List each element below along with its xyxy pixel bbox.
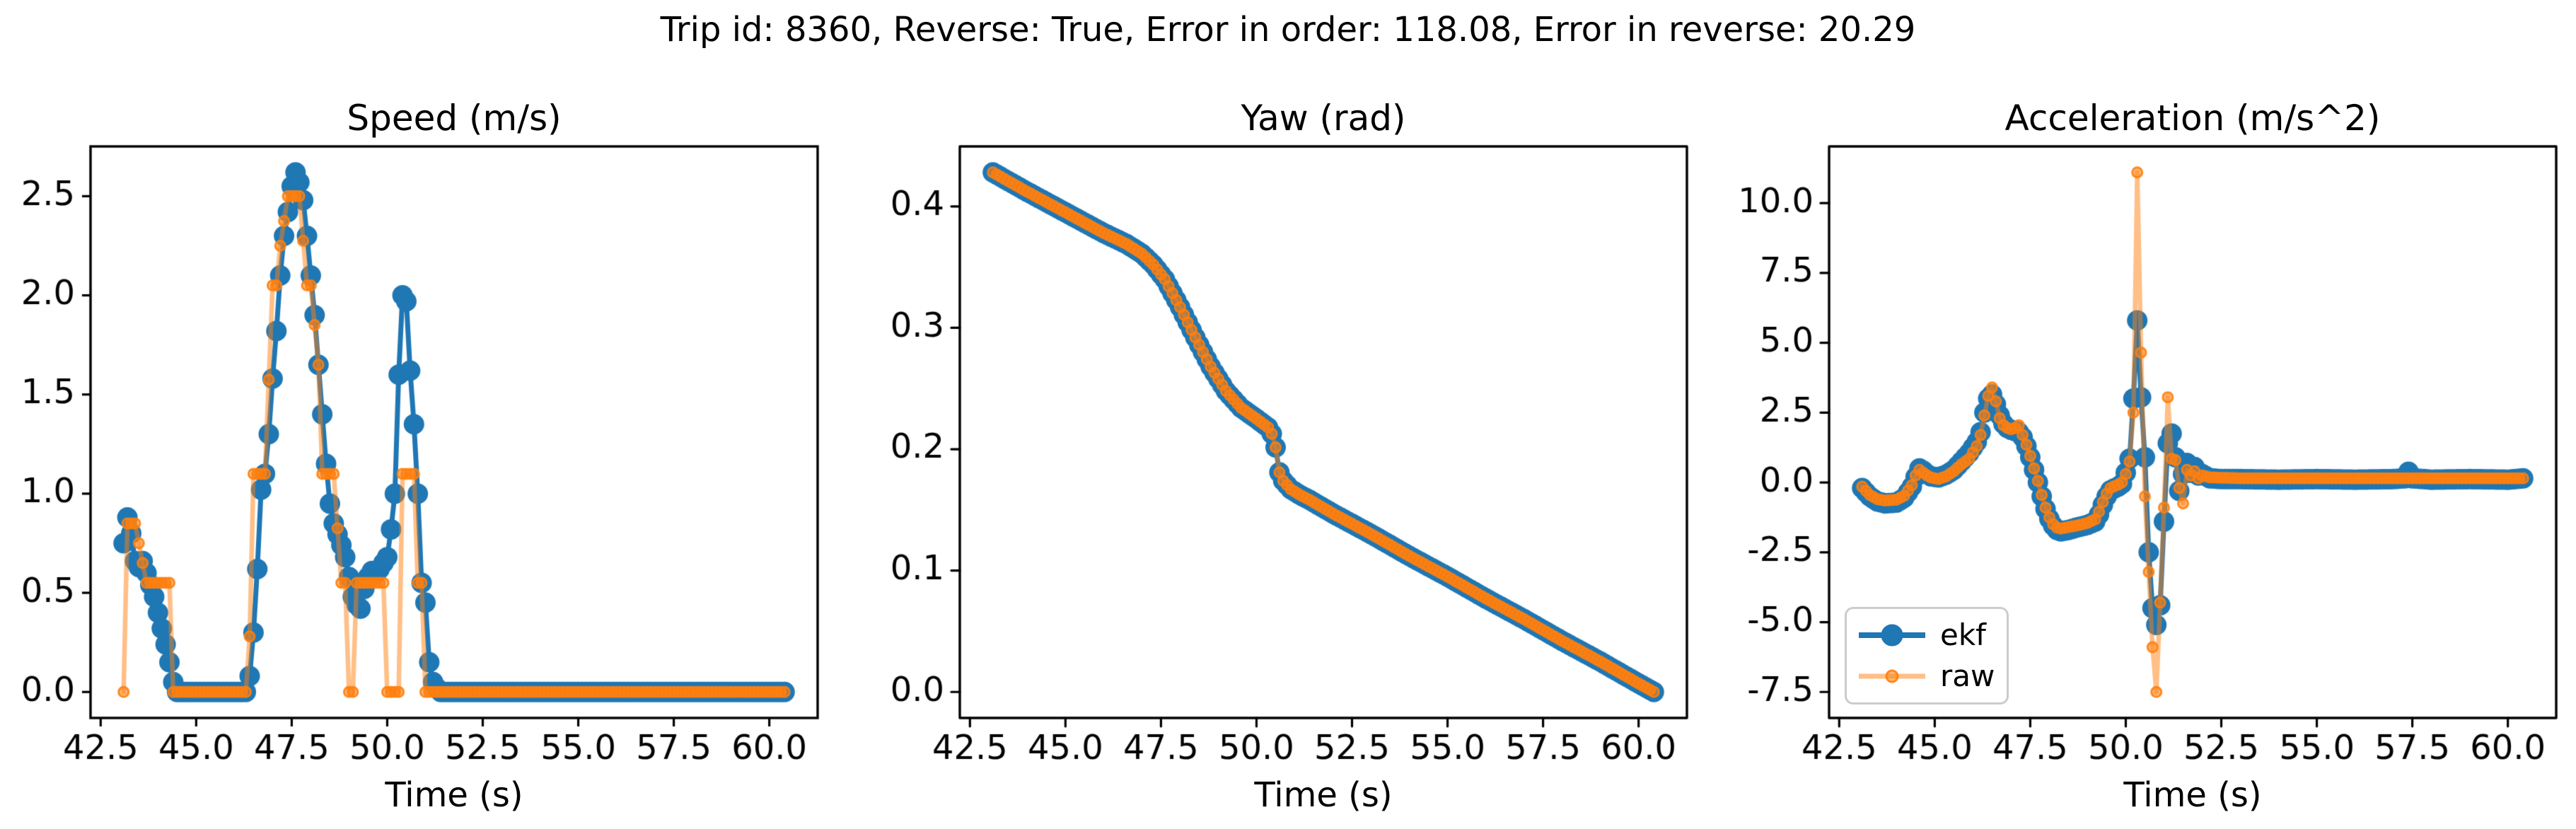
legend-entry-ekf: ekf [1857,620,1997,651]
legend-entry-raw: raw [1857,661,1997,692]
xaxis-label-acceleration: Time (s) [2123,775,2262,815]
legend: ekf raw [1845,607,2009,705]
xaxis-label-yaw: Time (s) [1254,775,1393,815]
ekf-line-marker-icon [1859,624,1925,647]
xaxis-label-speed: Time (s) [385,775,523,815]
subplot-title-yaw: Yaw (rad) [1241,98,1406,139]
legend-label-ekf: ekf [1940,618,1986,652]
raw-line-marker-icon [1859,669,1925,683]
figure-title: Trip id: 8360, Reverse: True, Error in o… [660,10,1916,50]
subplot-title-speed: Speed (m/s) [347,98,562,139]
subplot-title-acceleration: Acceleration (m/s^2) [2004,98,2381,139]
legend-label-raw: raw [1940,659,1995,693]
